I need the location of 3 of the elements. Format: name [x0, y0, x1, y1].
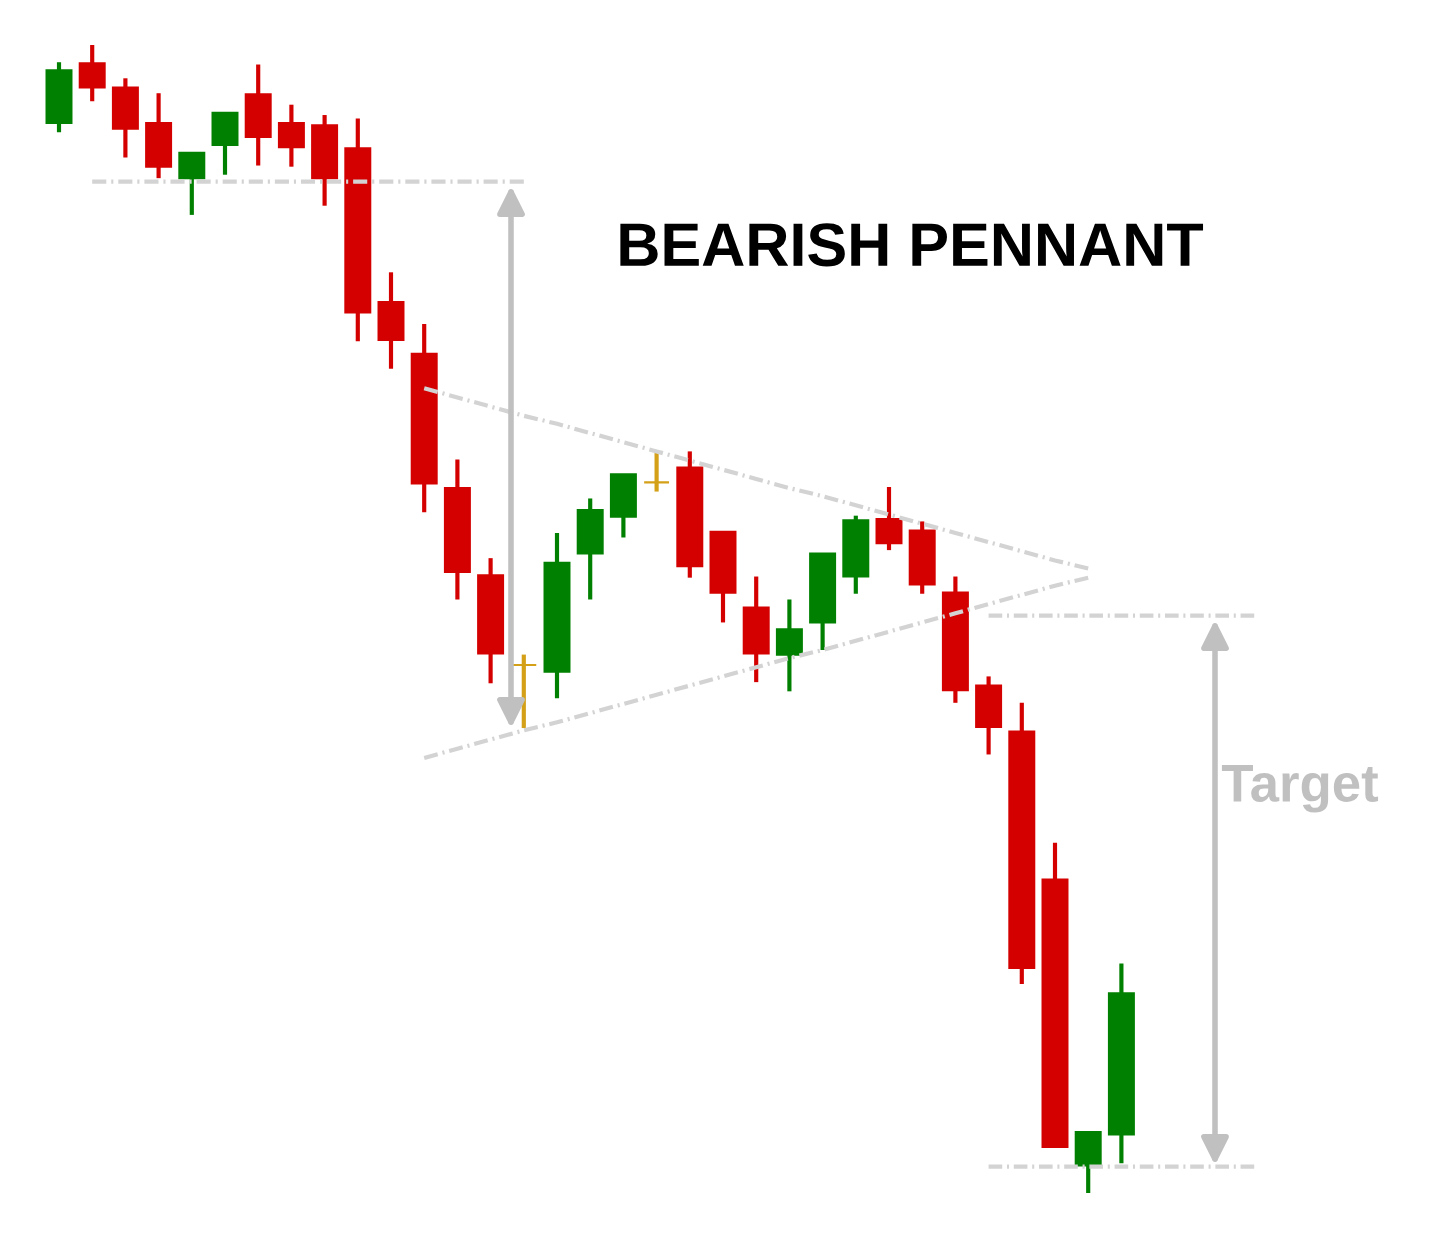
- candlestick: [643, 451, 671, 492]
- annotation: Target: [1221, 765, 1379, 813]
- text: BEARISH PENNANT: [620, 223, 1204, 267]
